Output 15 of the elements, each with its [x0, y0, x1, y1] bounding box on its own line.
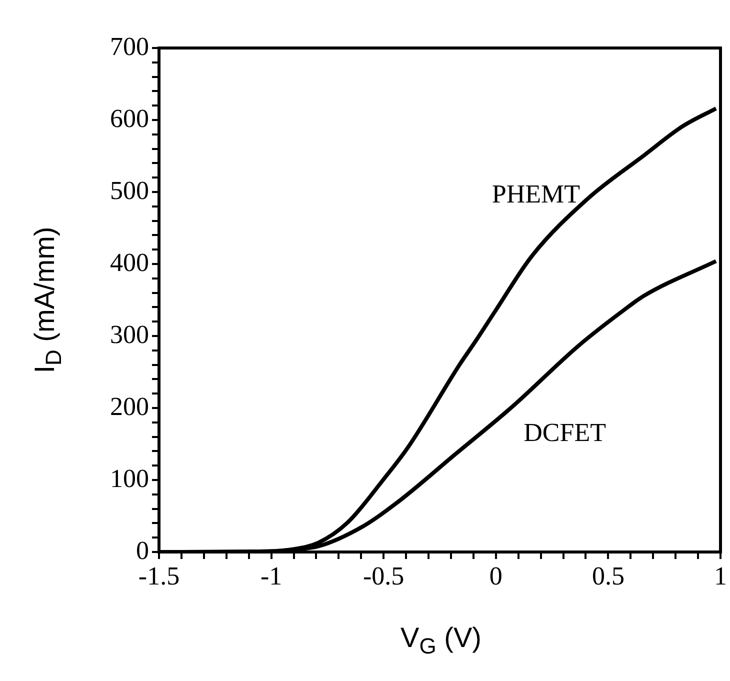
x-tick-label: 0.5 [592, 561, 624, 590]
x-axis-title: V$_{G}$ (V) [400, 622, 482, 660]
y-tick-label: 400 [110, 248, 149, 277]
y-tick-label: 200 [110, 392, 149, 421]
x-tick-label: 1 [714, 561, 727, 590]
series-label: PHEMT [492, 179, 580, 208]
x-tick-label: 0 [489, 561, 502, 590]
y-tick-label: 500 [110, 176, 149, 205]
x-tick-label: -0.5 [363, 561, 404, 590]
series-label: DCFET [524, 418, 606, 448]
y-tick-label: 300 [110, 320, 149, 349]
y-tick-label: 600 [110, 104, 149, 133]
y-tick-label: 700 [110, 32, 149, 61]
y-tick-label: 100 [110, 464, 149, 493]
x-tick-label: -1 [260, 561, 282, 590]
